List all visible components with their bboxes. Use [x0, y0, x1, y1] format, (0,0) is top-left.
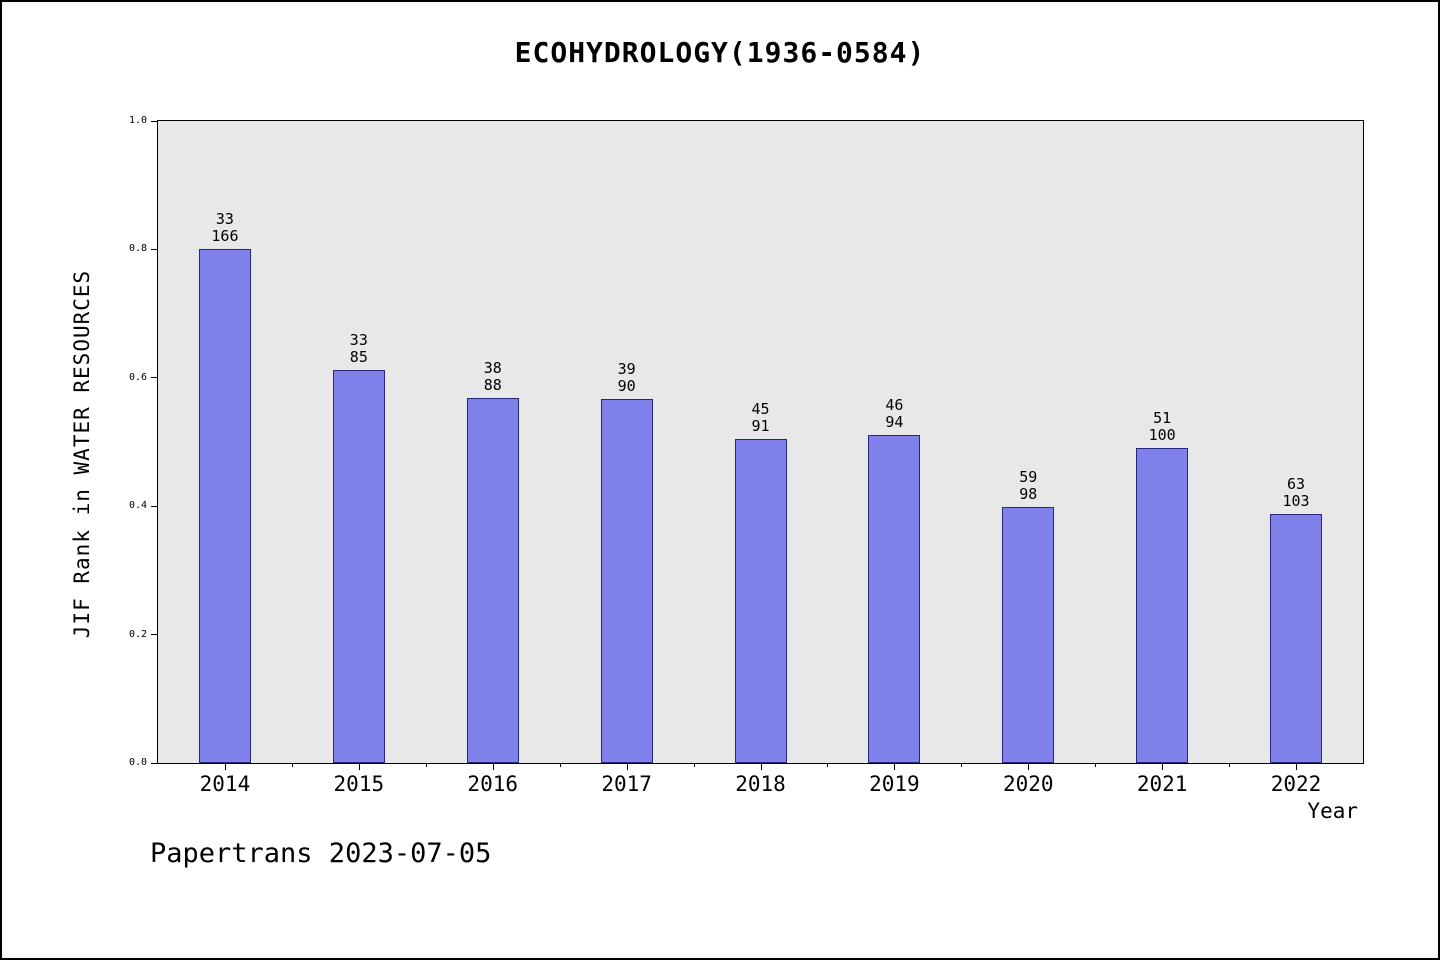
y-tick [151, 248, 158, 250]
bar-total-value: 90 [617, 377, 636, 395]
x-minor-tick [827, 763, 829, 767]
y-tick [151, 505, 158, 507]
bar [868, 434, 921, 763]
x-minor-tick [693, 763, 695, 767]
x-tick-label: 2018 [735, 772, 786, 796]
y-tick [151, 634, 158, 636]
bar-value-label: 33 85 [314, 332, 404, 366]
bar-total-value: 98 [1019, 485, 1038, 504]
bar [1136, 448, 1189, 763]
bar [1270, 513, 1323, 763]
y-tick-label: 0.4 [128, 500, 147, 512]
y-tick [151, 377, 158, 379]
bar-rank-value: 45 [751, 399, 770, 418]
bar-rank-value: 33 [349, 331, 368, 350]
bar-value-label: 46 94 [849, 395, 939, 431]
bar-rank-value: 51 [1153, 409, 1172, 428]
bar-value-label: 45 91 [716, 399, 806, 435]
x-tick [1028, 763, 1030, 770]
bar [600, 399, 653, 763]
y-tick-label: 0.6 [128, 371, 147, 383]
x-tick-label: 2015 [333, 772, 385, 796]
y-tick-label: 0.8 [128, 243, 147, 255]
x-tick-label: 2022 [1270, 772, 1322, 796]
y-axis-label: JIF Rank in WATER RESOURCES [70, 269, 94, 639]
chart-title: ECOHYDROLOGY(1936-0584) [514, 36, 926, 69]
bar [734, 438, 787, 763]
plot-area: 33 166 2014 33 85 2015 38 88 2016 39 90 2017 45 91 201… [129, 115, 1364, 796]
x-tick [760, 763, 762, 770]
x-tick [492, 763, 494, 770]
bar-total-value: 88 [483, 376, 502, 395]
bar-rank-value: 63 [1287, 474, 1306, 493]
x-minor-tick [1095, 763, 1097, 767]
bar-rank-value: 33 [215, 209, 234, 228]
x-tick-label: 2017 [601, 772, 652, 796]
bar-total-value: 91 [751, 416, 770, 435]
y-tick [151, 762, 158, 764]
bar-value-label: 38 88 [448, 360, 538, 394]
bar-total-value: 94 [885, 412, 904, 431]
y-tick-label: 0.2 [128, 628, 147, 640]
bar-total-value: 85 [349, 348, 368, 367]
x-tick [626, 763, 628, 770]
bar-total-value: 166 [211, 226, 239, 245]
x-minor-tick [559, 763, 561, 767]
bar [1002, 507, 1055, 763]
bar-value-label: 51 100 [1117, 410, 1207, 444]
x-tick-label: 2021 [1136, 772, 1188, 796]
bar-value-label: 59 98 [983, 469, 1073, 503]
x-minor-tick [425, 763, 427, 767]
bar [332, 370, 385, 763]
x-tick [224, 763, 226, 770]
x-axis-label: Year [1307, 799, 1358, 823]
x-minor-tick [291, 763, 293, 767]
bar [466, 398, 519, 763]
watermark-text: Papertrans 2023-07-05 [150, 838, 492, 869]
bar-value-label: 63 103 [1251, 474, 1341, 510]
bar-rank-value: 39 [617, 360, 636, 378]
bar-total-value: 100 [1148, 426, 1176, 445]
bar [198, 248, 251, 763]
x-tick-label: 2020 [1002, 772, 1054, 796]
x-minor-tick [1229, 763, 1231, 767]
x-minor-tick [961, 763, 963, 767]
y-tick [151, 120, 158, 122]
bar-total-value: 103 [1282, 491, 1310, 510]
x-tick [358, 763, 360, 770]
x-tick-label: 2016 [467, 772, 518, 796]
x-tick [1296, 763, 1298, 770]
x-tick [1162, 763, 1164, 770]
x-tick-label: 2019 [869, 772, 920, 796]
bar-value-label: 33 166 [180, 209, 270, 245]
bar-rank-value: 46 [885, 395, 904, 414]
bar-rank-value: 59 [1019, 468, 1038, 487]
y-tick-label: 1.0 [128, 115, 147, 126]
x-tick-label: 2014 [199, 772, 251, 796]
x-tick [894, 763, 896, 770]
y-tick-label: 0.0 [128, 757, 147, 768]
bar-value-label: 39 90 [582, 361, 672, 395]
bar-rank-value: 38 [483, 359, 502, 378]
